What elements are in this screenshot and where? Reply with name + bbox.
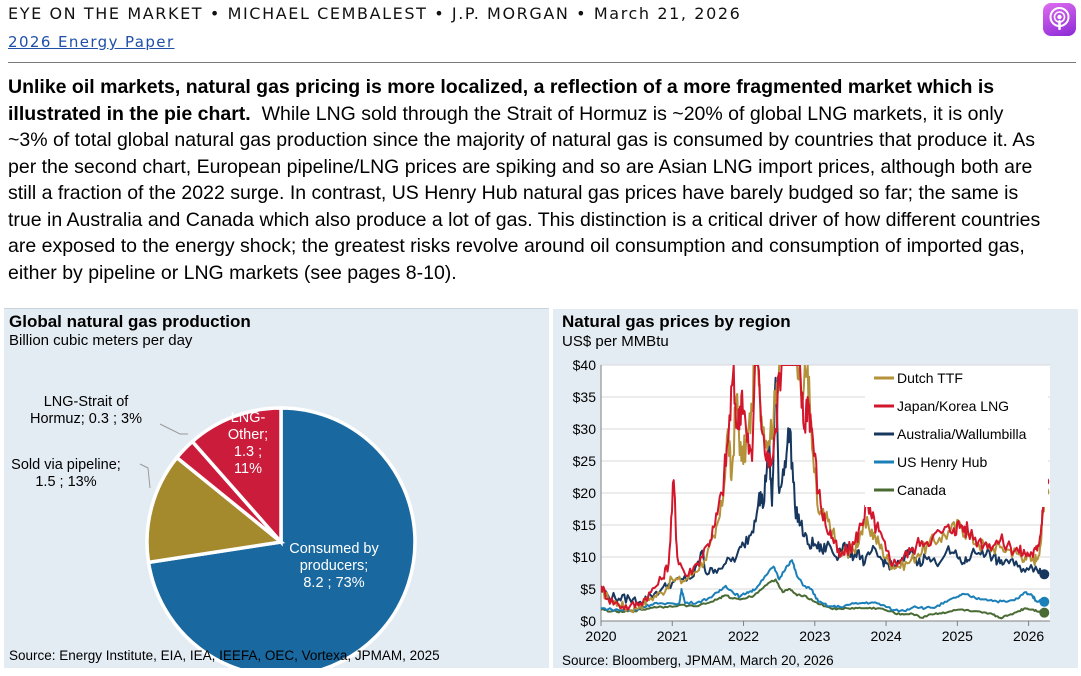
- x-tick-label: 2021: [657, 628, 688, 644]
- line-title: Natural gas prices by region: [562, 312, 791, 331]
- y-tick-label: $0: [580, 613, 596, 629]
- line-chart-panel: Natural gas prices by region US$ per MMB…: [553, 309, 1078, 668]
- y-tick-label: $15: [573, 517, 597, 533]
- end-marker-australia-wallumbilla: [1039, 569, 1050, 580]
- body-text: While LNG sold through the Strait of Hor…: [8, 102, 1041, 284]
- line-chart: $0 $5 $10 $15 $20 $25 $30 $35 $40 2020 2021 2022 202…: [573, 357, 1050, 644]
- pie-label-consumed-by-producers: Consumed by producers; 8.2 ; 73%: [289, 541, 379, 591]
- series-line-japan-korea-lng: [601, 365, 1046, 611]
- panel-top-rule: [4, 308, 549, 309]
- header-divider: [8, 62, 1076, 63]
- line-source: Source: Bloomberg, JPMAM, March 20, 2026: [562, 653, 834, 668]
- bold-lead: Unlike oil markets, natural gas pricing …: [8, 76, 995, 125]
- pie-leader-line-hormuz: [159, 423, 188, 435]
- pie-slice-sold-via-pipeline: [145, 455, 286, 565]
- x-tick-label: 2026: [1013, 628, 1044, 644]
- pie-chart: Consumed by producers; 8.2 ; 73% Sold via p…: [11, 394, 417, 668]
- pie-leader-line-pipeline: [139, 463, 151, 489]
- legend-label: Dutch TTF: [897, 370, 963, 386]
- end-marker-us-henry-hub: [1039, 596, 1050, 607]
- x-tick-label: 2025: [942, 628, 973, 644]
- series-line-us-henry-hub: [601, 559, 1045, 613]
- podcast-icon[interactable]: [1043, 3, 1076, 36]
- pie-label-sold-via-pipeline: Sold via pipeline; 1.5 ; 13%: [11, 457, 121, 490]
- legend-label: Australia/Wallumbilla: [897, 426, 1027, 442]
- y-tick-label: $30: [573, 421, 597, 437]
- pie-slice-lng-other: [189, 406, 283, 547]
- legend-label: Japan/Korea LNG: [897, 398, 1009, 414]
- legend-label: US Henry Hub: [897, 454, 987, 470]
- body-paragraph: Unlike oil markets, natural gas pricing …: [8, 74, 1048, 286]
- legend-label: Canada: [897, 482, 946, 498]
- x-tick-label: 2023: [799, 628, 830, 644]
- y-tick-label: $5: [580, 581, 596, 597]
- pie-subtitle: Billion cubic meters per day: [9, 332, 193, 349]
- y-tick-label: $40: [573, 357, 597, 373]
- x-tick-label: 2020: [585, 628, 616, 644]
- y-tick-label: $20: [573, 485, 597, 501]
- energy-paper-link[interactable]: 2026 Energy Paper: [8, 33, 175, 51]
- y-tick-label: $35: [573, 389, 597, 405]
- end-marker-canada: [1039, 607, 1050, 618]
- pie-title: Global natural gas production: [9, 312, 251, 331]
- series-line-canada: [601, 578, 1045, 620]
- y-tick-label: $25: [573, 453, 597, 469]
- chart-legend: Dutch TTF Japan/Korea LNG Australia/Wallum…: [865, 367, 1048, 507]
- line-ylabel: US$ per MMBtu: [562, 333, 669, 350]
- pie-label-lng-strait-of-hormuz: LNG-Strait of Hormuz; 0.3 ; 3%: [30, 394, 142, 427]
- report-header: EYE ON THE MARKET • MICHAEL CEMBALEST • …: [8, 4, 742, 23]
- x-tick-label: 2022: [728, 628, 759, 644]
- y-tick-label: $10: [573, 549, 597, 565]
- pie-chart-panel: Global natural gas production Billion cu…: [4, 309, 549, 668]
- x-tick-label: 2024: [871, 628, 902, 644]
- pie-label-lng-other: LNG-Other; 1.3 ; 11%: [228, 410, 268, 477]
- pie-source: Source: Energy Institute, EIA, IEA, IEEF…: [9, 648, 440, 663]
